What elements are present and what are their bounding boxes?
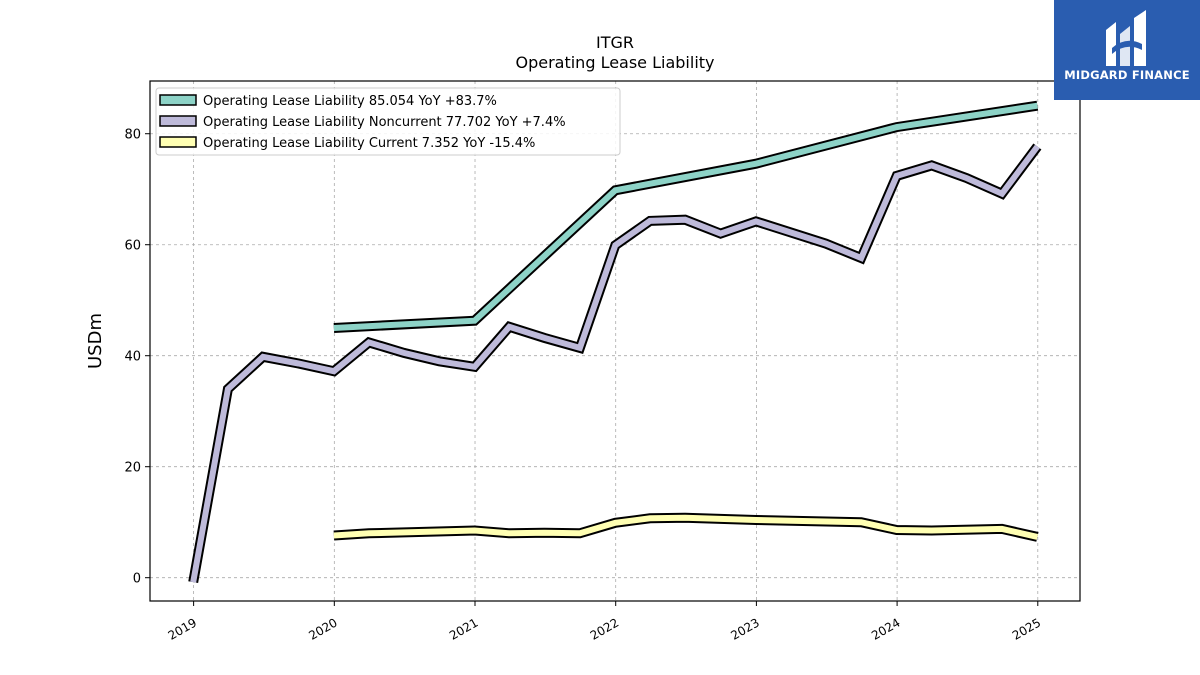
series-line-operating-lease-liability-current	[333, 514, 1039, 540]
x-tick-label: 2024	[869, 615, 902, 642]
y-axis-label: USDm	[85, 313, 106, 369]
y-tick-label: 20	[124, 461, 141, 476]
plot-frame	[149, 80, 1081, 602]
legend-entry: Operating Lease Liability 85.054 YoY +83…	[203, 94, 497, 109]
series-line-operating-lease-liability-noncurrent	[190, 144, 1040, 583]
x-tick-label: 2020	[306, 615, 339, 642]
legend-entry: Operating Lease Liability Noncurrent 77.…	[203, 115, 566, 130]
x-tick-label: 2025	[1010, 615, 1043, 642]
y-tick-label: 0	[133, 572, 141, 587]
legend-swatch	[159, 136, 197, 148]
legend: Operating Lease Liability 85.054 YoY +83…	[155, 87, 621, 156]
x-axis: 2019 2020 2021 2022 2023 2024 2025	[166, 601, 1043, 643]
chart-title: ITGR	[596, 33, 634, 52]
legend-box	[155, 87, 621, 156]
x-tick-label: 2021	[447, 615, 480, 642]
x-tick-label: 2023	[728, 615, 761, 642]
y-tick-label: 80	[124, 128, 141, 143]
legend-swatch	[159, 115, 197, 127]
legend-entry: Operating Lease Liability Current 7.352 …	[203, 136, 535, 151]
series-line-operating-lease-liability	[333, 102, 1038, 331]
legend-swatch	[159, 94, 197, 106]
y-tick-label: 60	[124, 239, 141, 254]
series-outline-operating-lease-liability-noncurrent	[188, 143, 1042, 583]
x-tick-label: 2022	[588, 615, 621, 642]
y-tick-label: 40	[124, 350, 141, 365]
chart-subtitle: Operating Lease Liability	[515, 53, 714, 72]
brand-logo: MIDGARD FINANCE	[1054, 0, 1200, 100]
logo-mark-icon	[1106, 10, 1146, 66]
brand-name: MIDGARD FINANCE	[1064, 68, 1190, 82]
series-lines	[188, 100, 1042, 583]
y-axis: 0 20 40 60 80	[124, 128, 150, 587]
x-tick-label: 2019	[166, 615, 199, 642]
